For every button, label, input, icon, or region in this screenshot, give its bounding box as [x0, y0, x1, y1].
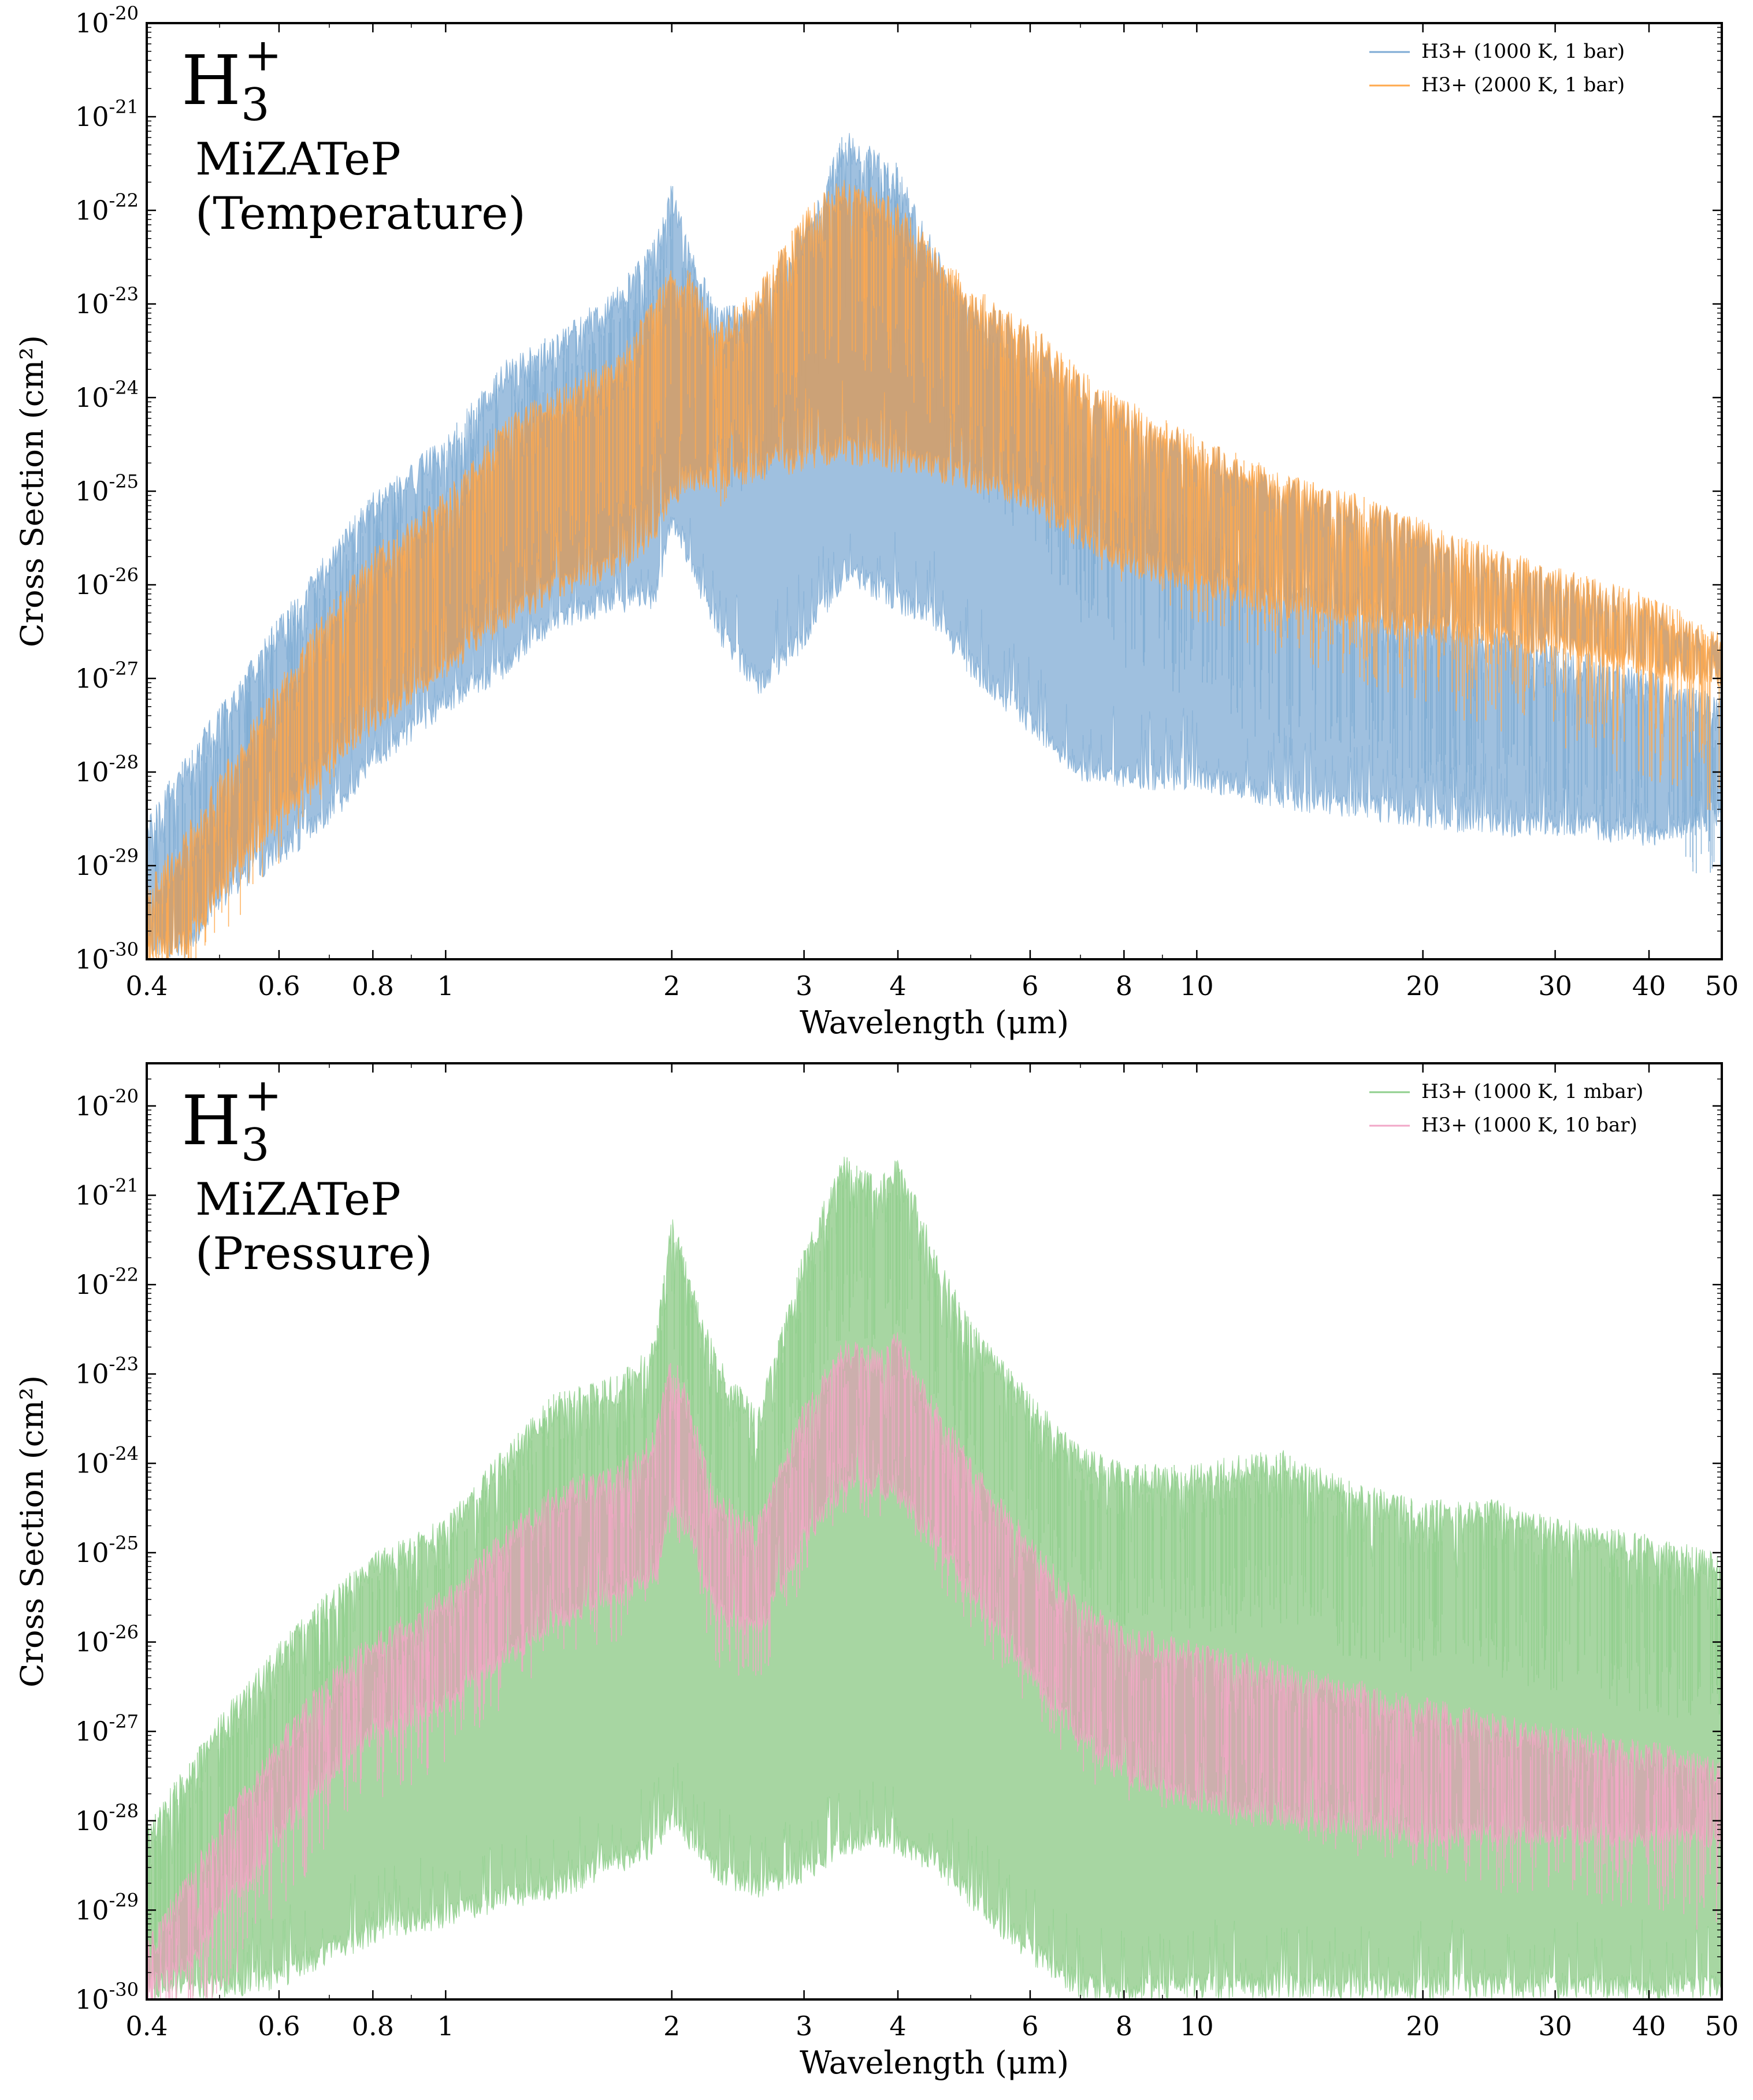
legend-entry: H3+ (1000 K, 1 mbar) [1421, 1080, 1643, 1103]
x-tick-label: 10 [1180, 970, 1214, 1001]
series-line [147, 1345, 1722, 1999]
y-tick-label: 10-24 [75, 1442, 139, 1479]
y-tick-label: 10-24 [75, 377, 139, 413]
formula-label: H3+ [181, 29, 282, 131]
y-tick-label: 10-21 [75, 96, 139, 132]
chart-temperature: 0.4 0.6 0.8 1 2 3 4 6 8 10 20 30 40 50 10-30 10-29 10-28… [14, 2, 1739, 1041]
y-tick-label: 10-22 [75, 190, 139, 226]
panel-annotation: H3+ MiZATeP (Pressure) [181, 1070, 433, 1280]
x-tick-label: 4 [889, 970, 906, 1001]
y-tick-label: 10-30 [75, 938, 139, 975]
panel-subtitle: (Temperature) [195, 188, 526, 240]
x-tick-label: 20 [1406, 970, 1440, 1001]
y-axis-label: Cross Section (cm²) [14, 1375, 50, 1687]
y-tick-label: 10-30 [75, 1979, 139, 2015]
x-tick-label: 2 [663, 2010, 680, 2042]
y-axis-label: Cross Section (cm²) [14, 335, 50, 647]
series-layer [147, 1156, 1722, 1999]
y-tick-label: 10-21 [75, 1174, 139, 1211]
x-axis-label: Wavelength (μm) [800, 2045, 1069, 2081]
x-tick-label: 20 [1406, 2010, 1440, 2042]
x-tick-label: 6 [1022, 2010, 1038, 2042]
y-tick-label: 10-28 [75, 751, 139, 788]
x-tick-label: 0.4 [125, 970, 168, 1001]
legend: H3+ (1000 K, 1 bar) H3+ (2000 K, 1 bar) [1369, 40, 1625, 97]
y-tick-label: 10-20 [75, 1085, 139, 1122]
x-tick-label: 50 [1705, 970, 1739, 1001]
axis-ticks: 0.4 0.6 0.8 1 2 3 4 6 8 10 20 30 40 50 10-30 10-29 10-28… [75, 2, 1739, 1001]
y-tick-label: 10-25 [75, 1532, 139, 1568]
x-tick-label: 30 [1538, 2010, 1572, 2042]
x-tick-label: 40 [1632, 970, 1666, 1001]
panel-subtitle: (Pressure) [195, 1228, 433, 1280]
x-tick-label: 0.4 [125, 2010, 168, 2042]
x-tick-label: 4 [889, 2010, 906, 2042]
x-tick-label: 8 [1116, 2010, 1132, 2042]
y-tick-label: 10-25 [75, 470, 139, 507]
y-tick-label: 10-27 [75, 658, 139, 694]
x-tick-label: 2 [663, 970, 680, 1001]
x-tick-label: 3 [796, 970, 812, 1001]
formula-label: H3+ [181, 1070, 282, 1171]
legend: H3+ (1000 K, 1 mbar) H3+ (1000 K, 10 bar… [1369, 1080, 1643, 1137]
x-tick-label: 8 [1116, 970, 1132, 1001]
series-area [147, 133, 1722, 959]
y-tick-label: 10-23 [75, 283, 139, 320]
y-tick-label: 10-28 [75, 1800, 139, 1836]
legend-entry: H3+ (1000 K, 1 bar) [1421, 40, 1625, 63]
panel-annotation: H3+ MiZATeP (Temperature) [181, 29, 526, 240]
plot-frame [146, 1062, 1723, 2001]
y-tick-label: 10-20 [75, 2, 139, 39]
x-axis-label: Wavelength (μm) [800, 1004, 1069, 1041]
series-layer [147, 133, 1722, 959]
x-tick-label: 10 [1180, 2010, 1214, 2042]
x-tick-label: 40 [1632, 2010, 1666, 2042]
y-tick-label: 10-27 [75, 1711, 139, 1747]
series-area [147, 180, 1722, 959]
model-name: MiZATeP [195, 133, 401, 185]
y-tick-label: 10-26 [75, 564, 139, 600]
x-tick-label: 30 [1538, 970, 1572, 1001]
legend-entry: H3+ (2000 K, 1 bar) [1421, 73, 1625, 97]
x-tick-label: 0.6 [258, 2010, 300, 2042]
y-tick-label: 10-22 [75, 1264, 139, 1300]
x-tick-label: 0.8 [352, 2010, 394, 2042]
x-tick-label: 1 [437, 970, 454, 1001]
x-tick-label: 3 [796, 2010, 812, 2042]
legend-entry: H3+ (1000 K, 10 bar) [1421, 1114, 1637, 1137]
y-tick-label: 10-26 [75, 1622, 139, 1658]
x-tick-label: 1 [437, 2010, 454, 2042]
y-tick-label: 10-29 [75, 845, 139, 881]
axis-ticks: 0.4 0.6 0.8 1 2 3 4 6 8 10 20 30 40 50 10-30 10-29 10-28… [75, 1063, 1739, 2042]
series-line [147, 186, 1722, 959]
x-tick-label: 0.6 [258, 970, 300, 1001]
chart-pressure: 0.4 0.6 0.8 1 2 3 4 6 8 10 20 30 40 50 10-30 10-29 10-28… [14, 1062, 1739, 2081]
x-tick-label: 6 [1022, 970, 1038, 1001]
y-tick-label: 10-23 [75, 1353, 139, 1390]
x-tick-label: 0.8 [352, 970, 394, 1001]
x-tick-label: 50 [1705, 2010, 1739, 2042]
model-name: MiZATeP [195, 1174, 401, 1226]
y-tick-label: 10-29 [75, 1889, 139, 1925]
